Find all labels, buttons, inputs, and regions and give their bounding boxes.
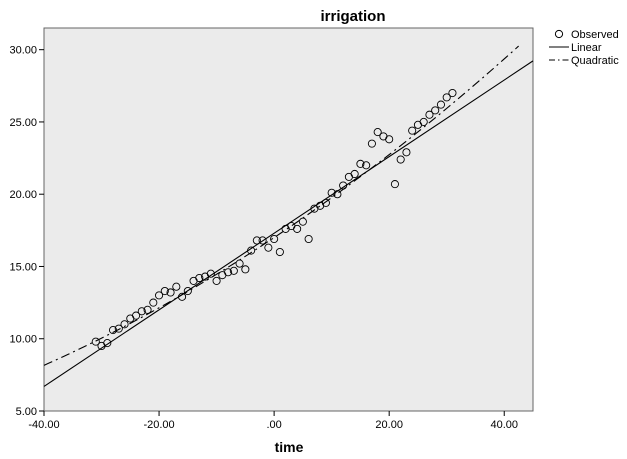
observed-point	[131, 311, 141, 320]
observed-point	[436, 100, 446, 109]
observed-point	[339, 181, 348, 190]
chart-title: irrigation	[320, 8, 385, 25]
x-tick-label: .00	[266, 419, 281, 431]
quadratic-fit-line	[43, 45, 519, 366]
observed-point	[327, 188, 336, 197]
observed-point	[402, 148, 411, 157]
observed-point	[114, 324, 123, 333]
observed-point	[103, 339, 112, 348]
observed-point	[431, 106, 440, 115]
observed-point	[91, 337, 100, 346]
legend-observed-label: Observed	[571, 29, 619, 41]
y-tick-label: 10.00	[9, 334, 37, 346]
x-axis-title: time	[275, 439, 304, 455]
observed-point	[183, 286, 192, 296]
observed-point	[212, 276, 221, 285]
y-tick-label: 25.00	[9, 117, 37, 129]
observed-point	[385, 135, 394, 144]
plot-area	[43, 27, 534, 412]
observed-point	[137, 307, 146, 316]
y-tick-label: 15.00	[9, 261, 37, 273]
observed-point	[149, 298, 158, 307]
observed-point	[264, 243, 273, 252]
observed-point	[224, 268, 233, 277]
observed-point	[178, 292, 187, 301]
observed-point	[143, 305, 152, 314]
observed-point	[166, 288, 175, 297]
observed-point	[258, 236, 267, 245]
legend-observed-marker	[554, 29, 564, 39]
observed-point	[241, 265, 250, 274]
y-tick-label: 5.00	[16, 406, 37, 418]
observed-point	[160, 286, 169, 296]
observed-point	[195, 273, 204, 283]
observed-point	[247, 246, 256, 255]
x-axis: -40.00 -20.00 .00 20.00 40.00	[28, 411, 518, 431]
observed-points	[91, 88, 457, 351]
observed-point	[396, 155, 405, 164]
observed-point	[172, 282, 181, 291]
y-axis: 5.00 10.00 15.00 20.00 25.00 30.00	[9, 45, 44, 418]
observed-point	[362, 161, 371, 170]
observed-point	[206, 269, 215, 278]
x-tick-label: 20.00	[375, 419, 403, 431]
observed-point	[367, 139, 376, 148]
observed-point	[120, 320, 129, 329]
observed-point	[390, 180, 399, 189]
y-tick-label: 20.00	[9, 189, 37, 201]
x-tick-label: -20.00	[143, 419, 174, 431]
observed-point	[252, 236, 261, 245]
observed-point	[108, 326, 118, 335]
observed-point	[304, 234, 313, 244]
observed-point	[442, 93, 451, 102]
legend-quadratic-label: Quadratic	[571, 55, 619, 67]
observed-point	[408, 126, 417, 135]
legend-linear-label: Linear	[571, 42, 602, 54]
observed-point	[333, 190, 342, 199]
x-tick-label: -40.00	[28, 419, 59, 431]
observed-point	[270, 234, 279, 244]
observed-point	[321, 198, 330, 207]
observed-point	[425, 110, 434, 119]
observed-point	[350, 169, 359, 179]
legend: Observed Linear Quadratic	[549, 29, 619, 67]
observed-point	[298, 217, 307, 226]
observed-point	[275, 247, 284, 257]
y-tick-label: 30.00	[9, 45, 37, 57]
observed-point	[419, 117, 428, 126]
observed-point	[448, 88, 457, 98]
observed-point	[293, 224, 302, 233]
observed-point	[235, 259, 244, 268]
x-tick-label: 40.00	[490, 419, 518, 431]
observed-point	[356, 159, 365, 168]
observed-point	[373, 128, 382, 137]
observed-point	[155, 291, 164, 300]
observed-point	[229, 266, 238, 275]
